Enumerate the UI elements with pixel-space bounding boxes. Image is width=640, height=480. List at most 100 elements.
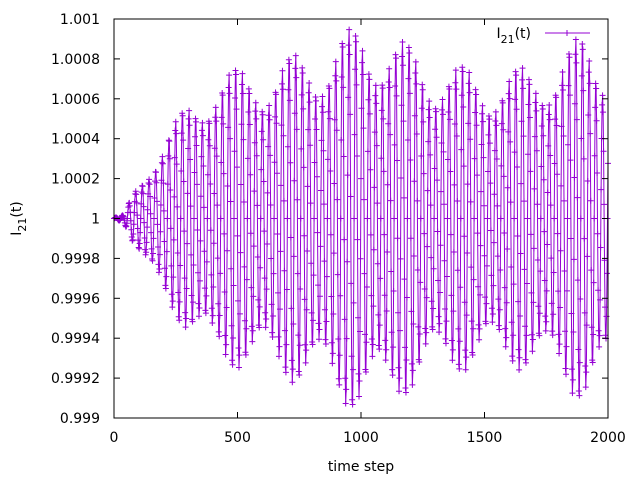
data-point (577, 295, 584, 302)
data-point (559, 69, 566, 76)
data-point (504, 246, 511, 253)
legend-marker (564, 30, 570, 36)
data-point (572, 36, 579, 43)
data-point (325, 108, 332, 115)
data-point (185, 145, 192, 152)
data-point (191, 169, 198, 176)
data-point (492, 108, 499, 115)
data-point (153, 179, 160, 186)
data-point (422, 340, 429, 347)
data-point (560, 133, 567, 140)
data-point (396, 388, 403, 395)
data-point (406, 49, 413, 56)
data-point (193, 118, 200, 125)
data-point (483, 262, 490, 269)
data-point (357, 328, 364, 335)
data-point (308, 309, 315, 316)
data-point (385, 120, 392, 127)
data-point (164, 181, 171, 188)
data-point (393, 92, 400, 99)
data-point (306, 80, 313, 87)
data-point (218, 159, 225, 166)
data-point (409, 367, 416, 374)
data-point (197, 193, 204, 200)
data-point (282, 369, 289, 376)
data-point (545, 111, 552, 118)
data-point (279, 67, 286, 74)
data-point (178, 167, 185, 174)
data-point (372, 82, 379, 89)
data-point (199, 132, 206, 139)
data-point (497, 215, 504, 222)
data-point (580, 155, 587, 162)
data-point (296, 371, 303, 378)
data-point (523, 332, 530, 339)
data-point (414, 267, 421, 274)
data-point (567, 157, 574, 164)
data-point (318, 137, 325, 144)
data-point (531, 133, 538, 140)
data-point (247, 171, 254, 178)
data-point (346, 26, 353, 33)
data-point (293, 74, 300, 81)
data-point (200, 204, 207, 211)
data-point (195, 300, 202, 307)
data-point (582, 363, 589, 370)
data-point (246, 90, 253, 97)
data-point (491, 147, 498, 154)
data-point (444, 156, 451, 163)
data-point (503, 299, 510, 306)
data-point (286, 97, 293, 104)
data-point (544, 189, 551, 196)
data-point (305, 89, 312, 96)
data-point (369, 341, 376, 348)
data-point (214, 255, 221, 262)
data-point (443, 273, 450, 280)
data-point (367, 166, 374, 173)
plot-area (111, 26, 611, 408)
data-point (239, 90, 246, 97)
data-point (148, 245, 155, 252)
data-point (237, 181, 244, 188)
data-point (197, 237, 204, 244)
data-point (134, 225, 141, 232)
data-point (285, 86, 292, 93)
data-point (332, 58, 339, 65)
data-point (175, 289, 182, 296)
data-point (358, 59, 365, 66)
data-point (433, 134, 440, 141)
data-point (520, 85, 527, 92)
data-point (329, 350, 336, 357)
data-point (173, 130, 180, 137)
data-point (488, 305, 495, 312)
data-point (530, 245, 537, 252)
data-point (301, 296, 308, 303)
data-point (200, 162, 207, 169)
data-point (468, 318, 475, 325)
legend-label-base: I (496, 26, 500, 42)
data-point (514, 233, 521, 240)
data-point (571, 100, 578, 107)
data-point (141, 234, 148, 241)
data-point (369, 353, 376, 360)
data-point (257, 215, 264, 222)
data-point (484, 168, 491, 175)
data-point (227, 135, 234, 142)
data-point (522, 323, 529, 330)
data-point (378, 155, 385, 162)
data-point (410, 253, 417, 260)
data-point (394, 235, 401, 242)
data-point (517, 250, 524, 257)
data-point (134, 212, 141, 219)
data-point (445, 109, 452, 116)
data-point (434, 177, 441, 184)
data-point (174, 249, 181, 256)
data-point (405, 44, 412, 51)
data-point (424, 243, 431, 250)
data-point (398, 102, 405, 109)
data-point (300, 105, 307, 112)
data-point (432, 126, 439, 133)
data-point (239, 70, 246, 77)
data-point (380, 115, 387, 122)
data-point (423, 294, 430, 301)
